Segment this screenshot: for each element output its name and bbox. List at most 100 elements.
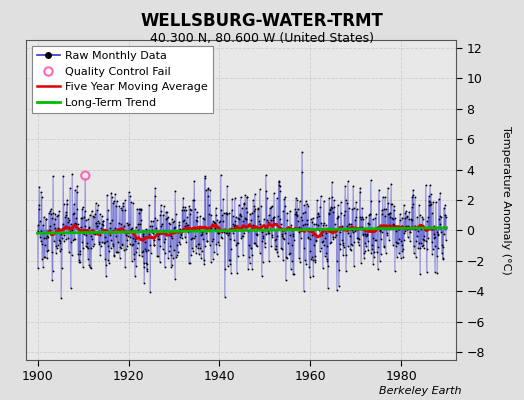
Point xyxy=(371,215,379,222)
Point xyxy=(92,207,101,214)
Point xyxy=(45,228,53,234)
Point xyxy=(146,242,154,249)
Point xyxy=(386,214,395,220)
Point xyxy=(337,222,346,229)
Point xyxy=(300,245,308,251)
Point xyxy=(431,269,439,275)
Point xyxy=(169,246,178,253)
Point xyxy=(292,211,301,218)
Point xyxy=(425,198,433,204)
Point xyxy=(215,242,224,248)
Point xyxy=(239,201,248,208)
Point xyxy=(241,192,249,198)
Point xyxy=(367,198,375,204)
Point xyxy=(121,264,129,270)
Point xyxy=(432,199,440,206)
Point xyxy=(333,215,342,221)
Point xyxy=(105,232,114,238)
Point xyxy=(335,267,343,273)
Point xyxy=(283,224,292,230)
Point xyxy=(71,220,80,226)
Point xyxy=(331,221,339,227)
Point xyxy=(180,206,189,213)
Point xyxy=(118,206,127,213)
Point xyxy=(395,236,403,242)
Point xyxy=(286,208,294,214)
Point xyxy=(266,204,275,210)
Point xyxy=(81,176,90,182)
Point xyxy=(168,216,176,222)
Point xyxy=(152,217,161,224)
Point xyxy=(299,288,308,294)
Point xyxy=(273,195,281,202)
Point xyxy=(368,246,376,252)
Point xyxy=(428,250,436,257)
Point xyxy=(179,204,187,210)
Point xyxy=(322,250,330,256)
Point xyxy=(391,228,400,234)
Point xyxy=(192,208,201,215)
Point xyxy=(290,237,298,244)
Point xyxy=(167,233,175,239)
Point xyxy=(225,230,233,236)
Point xyxy=(377,235,386,242)
Point xyxy=(85,224,93,230)
Point xyxy=(356,189,364,196)
Point xyxy=(137,207,146,213)
Point xyxy=(338,236,346,243)
Point xyxy=(75,259,83,266)
Point xyxy=(94,202,102,208)
Point xyxy=(388,201,396,208)
Point xyxy=(73,182,82,189)
Point xyxy=(286,250,294,256)
Point xyxy=(37,188,46,195)
Point xyxy=(80,213,88,220)
Point xyxy=(258,238,266,244)
Point xyxy=(264,228,272,235)
Point xyxy=(257,226,265,232)
Point xyxy=(149,218,157,224)
Point xyxy=(116,244,124,250)
Point xyxy=(362,214,370,220)
Point xyxy=(107,194,116,200)
Point xyxy=(194,240,202,247)
Point xyxy=(69,236,77,243)
Point xyxy=(39,213,48,220)
Point xyxy=(355,242,364,248)
Point xyxy=(99,218,107,224)
Point xyxy=(236,211,245,217)
Point xyxy=(341,183,350,190)
Point xyxy=(359,232,367,238)
Point xyxy=(242,215,250,222)
Point xyxy=(401,228,409,234)
Point xyxy=(209,255,217,262)
Point xyxy=(219,217,227,224)
Point xyxy=(423,218,432,224)
Point xyxy=(77,215,85,222)
Point xyxy=(333,201,342,208)
Point xyxy=(329,234,337,240)
Point xyxy=(189,248,198,254)
Point xyxy=(181,204,190,210)
Point xyxy=(43,255,51,262)
Point xyxy=(373,249,381,256)
Point xyxy=(330,204,339,210)
Point xyxy=(267,217,275,224)
Point xyxy=(384,184,392,191)
Point xyxy=(203,193,212,200)
Point xyxy=(157,222,166,229)
Point xyxy=(141,239,149,246)
Point xyxy=(97,225,105,232)
Point xyxy=(429,199,438,206)
Point xyxy=(185,203,193,210)
Point xyxy=(269,213,278,220)
Point xyxy=(96,211,104,218)
Point xyxy=(212,204,220,211)
Point xyxy=(39,264,48,270)
Point xyxy=(83,245,92,252)
Point xyxy=(128,240,137,247)
Point xyxy=(117,241,126,247)
Point xyxy=(253,242,261,249)
Point xyxy=(52,213,61,220)
Point xyxy=(225,210,234,217)
